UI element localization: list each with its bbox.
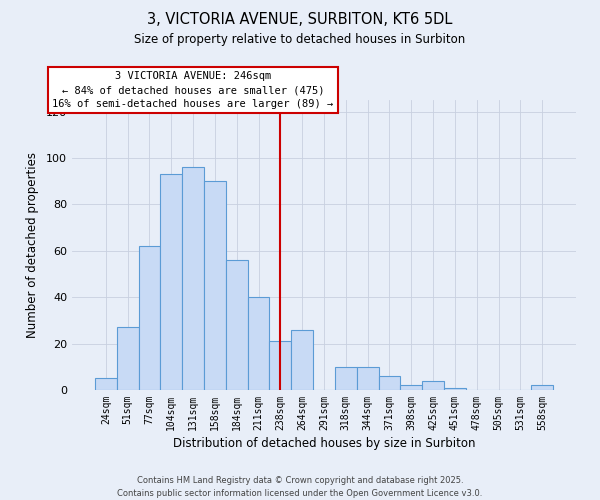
Bar — [531, 386, 553, 390]
Bar — [444, 388, 466, 390]
Bar — [291, 330, 313, 390]
X-axis label: Distribution of detached houses by size in Surbiton: Distribution of detached houses by size … — [173, 437, 475, 450]
Bar — [182, 168, 204, 390]
Bar — [357, 367, 379, 390]
Y-axis label: Number of detached properties: Number of detached properties — [26, 152, 39, 338]
Text: Contains public sector information licensed under the Open Government Licence v3: Contains public sector information licen… — [118, 489, 482, 498]
Bar — [95, 378, 117, 390]
Bar — [335, 367, 357, 390]
Bar — [139, 246, 160, 390]
Bar — [248, 297, 269, 390]
Bar — [226, 260, 248, 390]
Text: 3 VICTORIA AVENUE: 246sqm
← 84% of detached houses are smaller (475)
16% of semi: 3 VICTORIA AVENUE: 246sqm ← 84% of detac… — [52, 72, 334, 110]
Bar — [379, 376, 400, 390]
Bar — [422, 380, 444, 390]
Text: Contains HM Land Registry data © Crown copyright and database right 2025.: Contains HM Land Registry data © Crown c… — [137, 476, 463, 485]
Bar — [400, 386, 422, 390]
Text: 3, VICTORIA AVENUE, SURBITON, KT6 5DL: 3, VICTORIA AVENUE, SURBITON, KT6 5DL — [148, 12, 452, 28]
Bar — [269, 342, 291, 390]
Bar — [204, 181, 226, 390]
Bar — [117, 328, 139, 390]
Text: Size of property relative to detached houses in Surbiton: Size of property relative to detached ho… — [134, 32, 466, 46]
Bar — [160, 174, 182, 390]
